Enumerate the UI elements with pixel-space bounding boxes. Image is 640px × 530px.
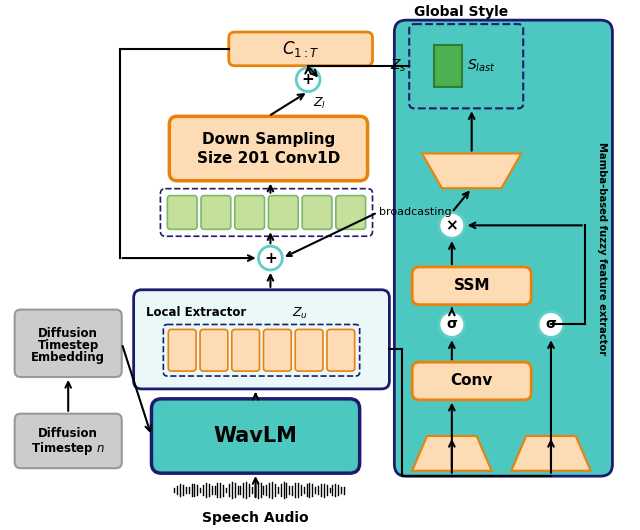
Text: Conv: Conv: [451, 374, 493, 388]
Text: σ: σ: [545, 317, 556, 331]
Text: Timestep: Timestep: [38, 339, 99, 352]
FancyBboxPatch shape: [15, 310, 122, 377]
Text: ×: ×: [445, 218, 458, 233]
Circle shape: [439, 213, 465, 238]
Circle shape: [296, 68, 320, 92]
Circle shape: [439, 312, 465, 338]
FancyBboxPatch shape: [235, 196, 264, 229]
Text: Timestep $n$: Timestep $n$: [31, 440, 105, 457]
Text: $Z_l$: $Z_l$: [313, 95, 326, 111]
FancyBboxPatch shape: [167, 196, 197, 229]
Bar: [434, 46, 461, 87]
Text: $C_{1:T}$: $C_{1:T}$: [282, 39, 319, 59]
Text: $S_{last}$: $S_{last}$: [467, 58, 495, 74]
FancyBboxPatch shape: [412, 267, 531, 305]
FancyBboxPatch shape: [168, 330, 196, 371]
FancyBboxPatch shape: [134, 290, 389, 389]
Circle shape: [538, 312, 564, 338]
Text: Speech Audio: Speech Audio: [202, 511, 309, 525]
FancyBboxPatch shape: [327, 330, 355, 371]
FancyBboxPatch shape: [302, 196, 332, 229]
FancyBboxPatch shape: [201, 196, 231, 229]
Text: $Z_s$: $Z_s$: [390, 58, 406, 74]
Text: Local Extractor: Local Extractor: [145, 306, 246, 319]
FancyBboxPatch shape: [152, 399, 360, 473]
Polygon shape: [422, 154, 521, 188]
FancyBboxPatch shape: [232, 330, 260, 371]
Polygon shape: [511, 436, 591, 471]
Text: Global Style: Global Style: [414, 5, 508, 19]
Text: Diffusion: Diffusion: [38, 327, 98, 340]
Text: Mamba-based fuzzy feature extractor: Mamba-based fuzzy feature extractor: [596, 142, 607, 355]
FancyBboxPatch shape: [394, 20, 612, 476]
FancyBboxPatch shape: [336, 196, 365, 229]
FancyBboxPatch shape: [412, 362, 531, 400]
Text: +: +: [301, 72, 314, 87]
Circle shape: [259, 246, 282, 270]
Text: +: +: [264, 251, 277, 266]
Text: Embedding: Embedding: [31, 351, 105, 364]
FancyBboxPatch shape: [200, 330, 228, 371]
FancyBboxPatch shape: [170, 116, 367, 181]
FancyBboxPatch shape: [228, 32, 372, 66]
FancyBboxPatch shape: [15, 414, 122, 468]
Text: Size 201 Conv1D: Size 201 Conv1D: [197, 151, 340, 166]
Text: Down Sampling: Down Sampling: [202, 132, 335, 147]
FancyBboxPatch shape: [268, 196, 298, 229]
Text: $Z_u$: $Z_u$: [292, 306, 308, 321]
Text: WavLM: WavLM: [214, 426, 298, 446]
FancyBboxPatch shape: [295, 330, 323, 371]
FancyBboxPatch shape: [264, 330, 291, 371]
Text: Diffusion: Diffusion: [38, 427, 98, 439]
Polygon shape: [412, 436, 492, 471]
Text: broadcasting: broadcasting: [380, 207, 452, 217]
Text: SSM: SSM: [453, 278, 490, 293]
Text: σ: σ: [447, 317, 458, 331]
